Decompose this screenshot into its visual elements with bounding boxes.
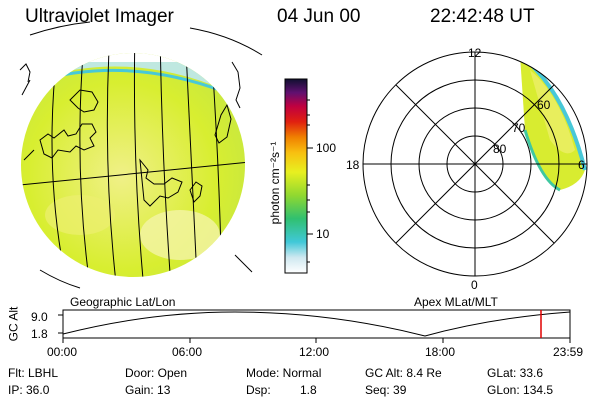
info-mode: Mode: Normal [246,366,322,380]
mlat-label-70: 70 [512,121,526,135]
info-ip: IP: 36.0 [8,383,50,397]
color-scale-bar [284,78,308,274]
right-panel-caption: Apex MLat/MLT [414,295,498,309]
timeline-y-bottom: 1.8 [31,327,48,341]
timeline-tick-0600: 06:00 [172,345,203,359]
mlat-label-80: 80 [493,142,507,156]
colorbar-unit-label: photon cm⁻²s⁻¹ [268,141,282,225]
left-panel-caption: Geographic Lat/Lon [70,295,176,309]
image-date: 04 Jun 00 [277,6,361,27]
colorbar-tick-100: 100 [316,141,337,155]
colorbar-tick-10: 10 [316,227,330,241]
altitude-timeline [58,309,571,343]
timeline-tick-0000: 00:00 [47,345,78,359]
info-dsp-label: Dsp: [246,383,271,397]
info-gc-alt: GC Alt: 8.4 Re [365,366,442,380]
info-glat: GLat: 33.6 [487,366,544,380]
info-door: Door: Open [125,366,188,380]
image-time: 22:42:48 UT [430,6,535,27]
polar-mlat-mlt-plot [362,51,588,277]
timeline-axis-label: GC Alt [6,306,21,342]
mlt-label-12: 12 [468,46,482,60]
geographic-earth-image [19,21,263,289]
info-glon: GLon: 134.5 [487,383,554,397]
info-dsp-value: 1.8 [300,383,317,397]
timeline-tick-1200: 12:00 [299,345,330,359]
timeline-y-top: 9.0 [31,310,48,324]
mlt-label-6: 6 [578,158,585,172]
instrument-title: Ultraviolet Imager [25,6,174,27]
mlat-label-60: 60 [537,98,551,112]
mlt-label-18: 18 [346,158,360,172]
info-gain: Gain: 13 [125,383,171,397]
info-flt: Flt: LBHL [8,366,59,380]
timeline-tick-2359: 23:59 [553,345,584,359]
timeline-tick-1800: 18:00 [425,345,456,359]
mlt-label-0: 0 [471,278,478,292]
info-seq: Seq: 39 [365,383,407,397]
